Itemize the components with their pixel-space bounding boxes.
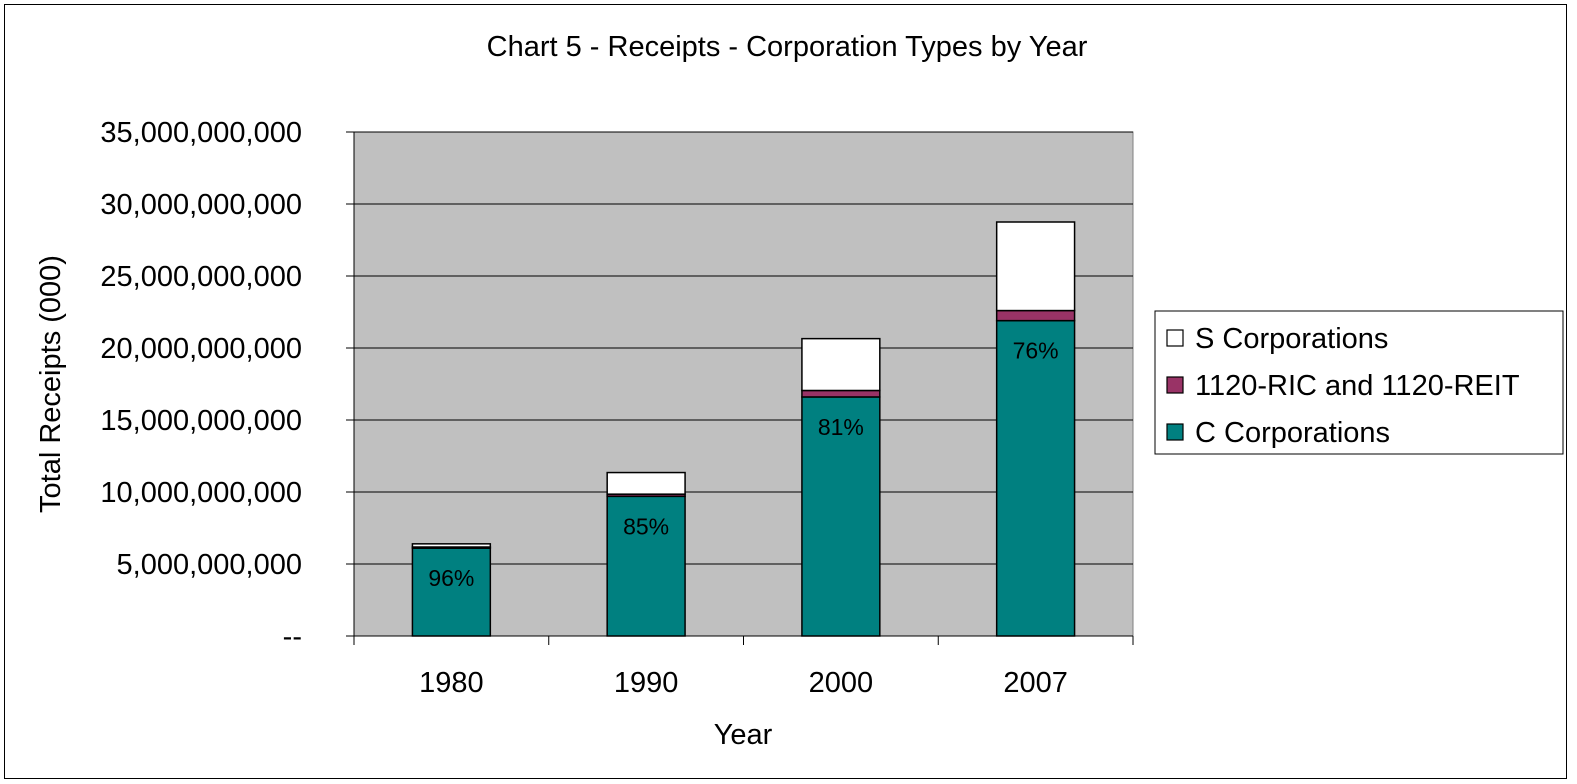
y-tick-label: 5,000,000,000 [117, 549, 302, 581]
legend-box [1154, 310, 1564, 455]
data-label: 85% [623, 513, 669, 539]
legend-entry: C Corporations [1195, 417, 1390, 449]
bar-segment [411, 547, 492, 637]
x-tick-label: 2000 [809, 667, 874, 699]
data-label: 81% [818, 414, 864, 440]
legend-swatch [1166, 423, 1184, 441]
legend-entry: 1120-RIC and 1120-REIT [1195, 370, 1520, 402]
bar-segment [606, 471, 686, 495]
legend: S Corporations 1120-RIC and 1120-REIT C Co… [1154, 310, 1564, 455]
y-tick-label: 30,000,000,000 [100, 189, 302, 221]
bar-labels: 96% 85% 81% 76% [428, 338, 1058, 592]
legend-swatch [1166, 329, 1184, 347]
y-axis-label: Total Receipts (000) [35, 255, 67, 513]
bars [411, 221, 1076, 637]
bar-segment [606, 495, 686, 637]
y-tick-label: 15,000,000,000 [100, 405, 302, 437]
x-tick-label: 1990 [614, 667, 679, 699]
legend-swatch [1166, 376, 1184, 394]
bar-segment [801, 337, 881, 392]
x-axis: 1980 1990 2000 2007 [353, 635, 1134, 699]
data-label: 76% [1013, 338, 1059, 364]
x-axis-label: Year [714, 719, 773, 751]
y-tick-label: 35,000,000,000 [100, 117, 302, 149]
legend-entry: S Corporations [1195, 323, 1388, 355]
bar-segment [995, 309, 1076, 322]
x-tick-label: 2007 [1003, 667, 1068, 699]
chart-title: Chart 5 - Receipts - Corporation Types b… [487, 31, 1088, 63]
y-tick-label: 20,000,000,000 [100, 333, 302, 365]
bar-segment [801, 389, 881, 398]
x-tick-label: 1980 [419, 667, 484, 699]
y-tick-label: 25,000,000,000 [100, 261, 302, 293]
data-label: 96% [428, 565, 474, 591]
bar-segment [995, 221, 1076, 312]
bar-segment [411, 543, 492, 548]
y-tick-label: -- [283, 621, 302, 653]
y-tick-label: 10,000,000,000 [100, 477, 302, 509]
y-axis: -- 5,000,000,000 10,000,000,000 15,000,000,… [100, 117, 355, 653]
bar-segment [995, 319, 1076, 637]
